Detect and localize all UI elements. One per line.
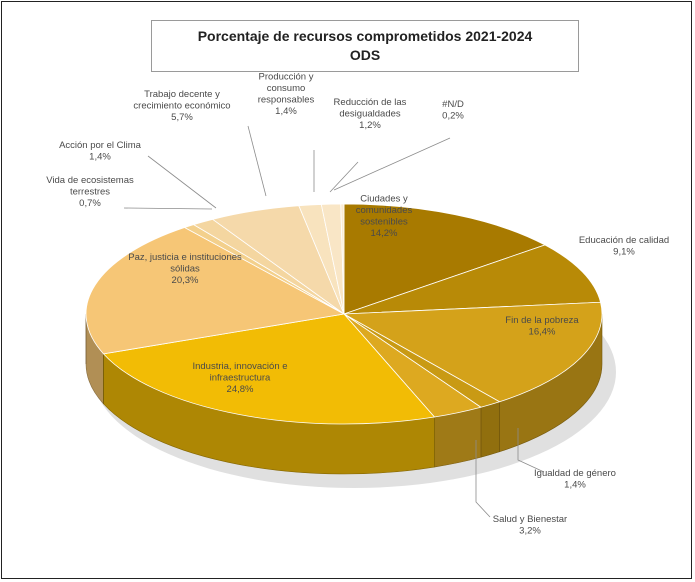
chart-subtitle: ODS xyxy=(349,47,381,63)
pie-side-igualdad-de-genero xyxy=(480,401,500,458)
pie-slice-paz-justicia-e-instituciones-solidas xyxy=(85,227,346,355)
leader-label-reduccion-de-las-desigualdades xyxy=(329,161,359,193)
label-reduccion-de-las-desigualdades-line: Reducción de las xyxy=(334,97,407,108)
label-fin-de-la-pobreza-line: Fin de la pobreza xyxy=(505,315,579,326)
label-ciudades-y-comunidades-sostenibles-line: comunidades xyxy=(356,205,413,216)
label-ciudades-y-comunidades-sostenibles-line: Ciudades y xyxy=(360,193,408,204)
label-salud-y-bienestar-value: 3,2% xyxy=(519,525,541,536)
label-reduccion-de-las-desigualdades-value: 1,2% xyxy=(359,120,381,131)
leader-label-trabajo-decente-y-crecimiento-economico xyxy=(247,125,267,197)
label-igualdad-de-genero-line: Igualdad de género xyxy=(534,468,616,479)
label-industria-innovacion-e-infraestructura-line: Industria, innovación e xyxy=(192,361,287,372)
leader-label-n-d xyxy=(333,137,451,191)
label-paz-justicia-e-instituciones-solidas-value: 20,3% xyxy=(172,275,199,286)
pie-sides xyxy=(85,313,603,475)
label-ciudades-y-comunidades-sostenibles-line: sostenibles xyxy=(360,216,408,227)
label-trabajo-decente-y-crecimiento-economico-value: 5,7% xyxy=(171,112,193,123)
leader-label-igualdad-de-genero xyxy=(517,428,545,473)
label-igualdad-de-genero-value: 1,4% xyxy=(564,479,586,490)
pie-slice-ciudades-y-comunidades-sostenibles xyxy=(343,203,546,315)
label-paz-justicia-e-instituciones-solidas-line: Paz, justicia e instituciones xyxy=(128,252,242,263)
pie-slice-industria-innovacion-e-infraestructura xyxy=(102,313,436,425)
label-produccion-y-consumo-responsables-line: responsables xyxy=(258,94,315,105)
label-vida-de-ecosistemas-terrestres-line: Vida de ecosistemas xyxy=(46,175,134,186)
leader-lines xyxy=(123,125,545,518)
leader-label-salud-y-bienestar xyxy=(475,440,491,518)
label-vida-de-ecosistemas-terrestres-value: 0,7% xyxy=(79,198,101,209)
label-produccion-y-consumo-responsables-line: consumo xyxy=(267,83,306,94)
label-industria-innovacion-e-infraestructura-value: 24,8% xyxy=(227,384,254,395)
label-n-d-value: 0,2% xyxy=(442,110,464,121)
label-ciudades-y-comunidades-sostenibles-value: 14,2% xyxy=(371,228,398,239)
label-fin-de-la-pobreza-value: 16,4% xyxy=(529,326,556,337)
label-accion-por-el-clima-line: Acción por el Clima xyxy=(59,140,142,151)
label-produccion-y-consumo-responsables-value: 1,4% xyxy=(275,106,297,117)
chart-title: Porcentaje de recursos comprometidos 202… xyxy=(197,28,533,44)
label-paz-justicia-e-instituciones-solidas-line: sólidas xyxy=(170,264,200,275)
pie-slice-n-d xyxy=(340,203,345,315)
label-produccion-y-consumo-responsables-line: Producción y xyxy=(259,71,314,82)
label-accion-por-el-clima-value: 1,4% xyxy=(89,151,111,162)
pie-slice-fin-de-la-pobreza xyxy=(342,301,603,403)
label-trabajo-decente-y-crecimiento-economico-line: crecimiento económico xyxy=(133,101,230,112)
pie-tops xyxy=(85,203,603,425)
leader-label-accion-por-el-clima xyxy=(147,155,217,209)
label-vida-de-ecosistemas-terrestres-line: terrestres xyxy=(70,187,110,198)
label-educacion-de-calidad-line: Educación de calidad xyxy=(579,235,669,246)
label-salud-y-bienestar-line: Salud y Bienestar xyxy=(493,514,567,525)
chart-title-box: Porcentaje de recursos comprometidos 202… xyxy=(151,20,579,72)
label-industria-innovacion-e-infraestructura-line: infraestructura xyxy=(210,373,271,384)
label-reduccion-de-las-desigualdades-line: desigualdades xyxy=(339,109,401,120)
label-n-d-line: #N/D xyxy=(442,99,464,110)
pie-slice-educacion-de-calidad xyxy=(343,244,602,315)
label-trabajo-decente-y-crecimiento-economico-line: Trabajo decente y xyxy=(144,89,220,100)
leader-label-vida-de-ecosistemas-terrestres xyxy=(123,207,213,210)
label-educacion-de-calidad-value: 9,1% xyxy=(613,246,635,257)
